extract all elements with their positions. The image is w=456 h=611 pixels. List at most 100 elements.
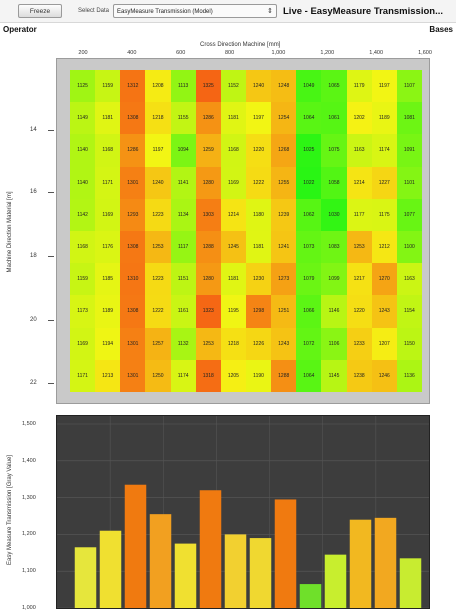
heatmap-cell: 1189 [95, 295, 121, 328]
heatmap-cell: 1298 [245, 295, 272, 328]
heatmap-y-tick-mark [48, 320, 54, 321]
heatmap-cell: 1301 [120, 327, 146, 360]
heatmap-cell: 1152 [220, 70, 246, 103]
bar [149, 514, 172, 608]
heatmap-cell: 1168 [220, 134, 246, 167]
heatmap-cell: 1308 [120, 102, 146, 135]
bar [174, 543, 197, 608]
heatmap-cell: 1081 [396, 102, 422, 135]
heatmap-cell: 1159 [70, 263, 96, 296]
heatmap-cell: 1181 [220, 102, 246, 135]
bar-y-tick: 1,500 [22, 421, 36, 427]
heatmap-cell: 1161 [170, 295, 196, 328]
heatmap-y-tick: 14 [30, 127, 37, 133]
heatmap-cell: 1254 [271, 102, 297, 135]
freeze-button[interactable]: Freeze [18, 4, 62, 18]
heatmap-x-tick: 1,600 [418, 50, 432, 56]
heatmap-cell: 1099 [321, 263, 347, 296]
heatmap-cell: 1253 [145, 231, 171, 264]
heatmap-cell: 1197 [371, 70, 397, 103]
heatmap-cell: 1154 [396, 295, 422, 328]
heatmap-cell: 1174 [170, 359, 196, 392]
bar [124, 484, 147, 608]
heatmap-cell: 1077 [396, 198, 422, 231]
heatmap-cell: 1194 [95, 327, 121, 360]
heatmap-cell: 1025 [296, 134, 322, 167]
bar-plot-area [56, 415, 430, 609]
heatmap-cell: 1169 [95, 198, 121, 231]
heatmap-cell: 1240 [145, 166, 171, 199]
heatmap-cell: 1268 [271, 134, 297, 167]
heatmap-cell: 1072 [296, 327, 322, 360]
bar [374, 517, 397, 608]
heatmap-cell: 1190 [245, 359, 272, 392]
heatmap-x-tick: 600 [176, 50, 186, 56]
heatmap-cell: 1218 [220, 327, 246, 360]
heatmap-cell: 1243 [271, 327, 297, 360]
heatmap-cell: 1173 [70, 295, 96, 328]
heatmap-y-tick-mark [48, 256, 54, 257]
heatmap-x-tick: 800 [224, 50, 235, 56]
heatmap-cell: 1146 [321, 295, 347, 328]
bar-chart [57, 416, 429, 608]
heatmap-x-tick: 1,200 [320, 50, 335, 56]
heatmap-y-tick: 18 [30, 253, 37, 259]
heatmap-cell: 1245 [220, 231, 246, 264]
bar-y-tick: 1,100 [22, 568, 36, 575]
heatmap-cell: 1273 [271, 263, 297, 296]
heatmap-cell: 1174 [371, 134, 397, 167]
heatmap-cell: 1214 [346, 166, 372, 199]
heatmap-cell: 1250 [145, 359, 171, 392]
heatmap-cell: 1197 [245, 102, 272, 135]
heatmap-cell: 1230 [245, 263, 272, 296]
bar [249, 538, 272, 608]
heatmap-cell: 1181 [95, 102, 121, 135]
heatmap-cell: 1202 [346, 102, 372, 135]
heatmap-cell: 1064 [296, 102, 322, 135]
heatmap-cell: 1136 [396, 359, 422, 392]
heatmap-cell: 1255 [271, 166, 297, 199]
bar-y-tick: 1,400 [22, 457, 36, 464]
heatmap-cell: 1140 [70, 166, 96, 199]
heatmap-cell: 1175 [371, 198, 397, 231]
heatmap-y-tick: 20 [30, 317, 37, 323]
heatmap-cell: 1286 [120, 134, 146, 167]
heatmap-cell: 1062 [296, 198, 322, 231]
heatmap-cell: 1257 [145, 327, 171, 360]
heatmap-cell: 1205 [220, 359, 246, 392]
heatmap-cell: 1301 [120, 166, 146, 199]
heatmap-y-tick-mark [48, 192, 54, 193]
heatmap-cell: 1325 [195, 70, 221, 103]
heatmap-cell: 1308 [120, 231, 146, 264]
heatmap-cell: 1030 [321, 198, 347, 231]
heatmap-cell: 1140 [70, 134, 96, 167]
heatmap-cell: 1270 [371, 263, 397, 296]
heatmap-cell: 1208 [145, 70, 171, 103]
heatmap-cell: 1253 [195, 327, 221, 360]
heatmap-cell: 1248 [271, 70, 297, 103]
heatmap-cell: 1318 [195, 359, 221, 392]
toolbar: Freeze Select Data EasyMeasure Transmiss… [0, 0, 456, 23]
heatmap-cell: 1100 [396, 231, 422, 264]
heatmap-y-tick: 16 [30, 189, 37, 195]
heatmap-cell: 1241 [271, 231, 297, 264]
select-data-dropdown[interactable]: EasyMeasure Transmission (Model) ⇕ [113, 4, 277, 18]
heatmap-cell: 1181 [245, 231, 272, 264]
heatmap-cell: 1142 [70, 198, 96, 231]
heatmap-cell: 1259 [195, 134, 221, 167]
heatmap-cell: 1079 [296, 263, 322, 296]
heatmap-cell: 1073 [296, 231, 322, 264]
bar [274, 499, 297, 608]
heatmap-cell: 1169 [70, 327, 96, 360]
heatmap-cell: 1168 [95, 134, 121, 167]
heatmap-cell: 1180 [245, 198, 272, 231]
heatmap-y-tick-mark [48, 383, 54, 384]
heatmap-cell: 1233 [346, 327, 372, 360]
heatmap-cell: 1246 [371, 359, 397, 392]
bar-y-tick: 1,200 [22, 531, 36, 538]
heatmap-cell: 1101 [396, 166, 422, 199]
heatmap-cell: 1222 [245, 166, 272, 199]
live-title: Live - EasyMeasure Transmission... [283, 6, 443, 17]
heatmap-cell: 1163 [396, 263, 422, 296]
select-data-label: Select Data [78, 8, 110, 14]
